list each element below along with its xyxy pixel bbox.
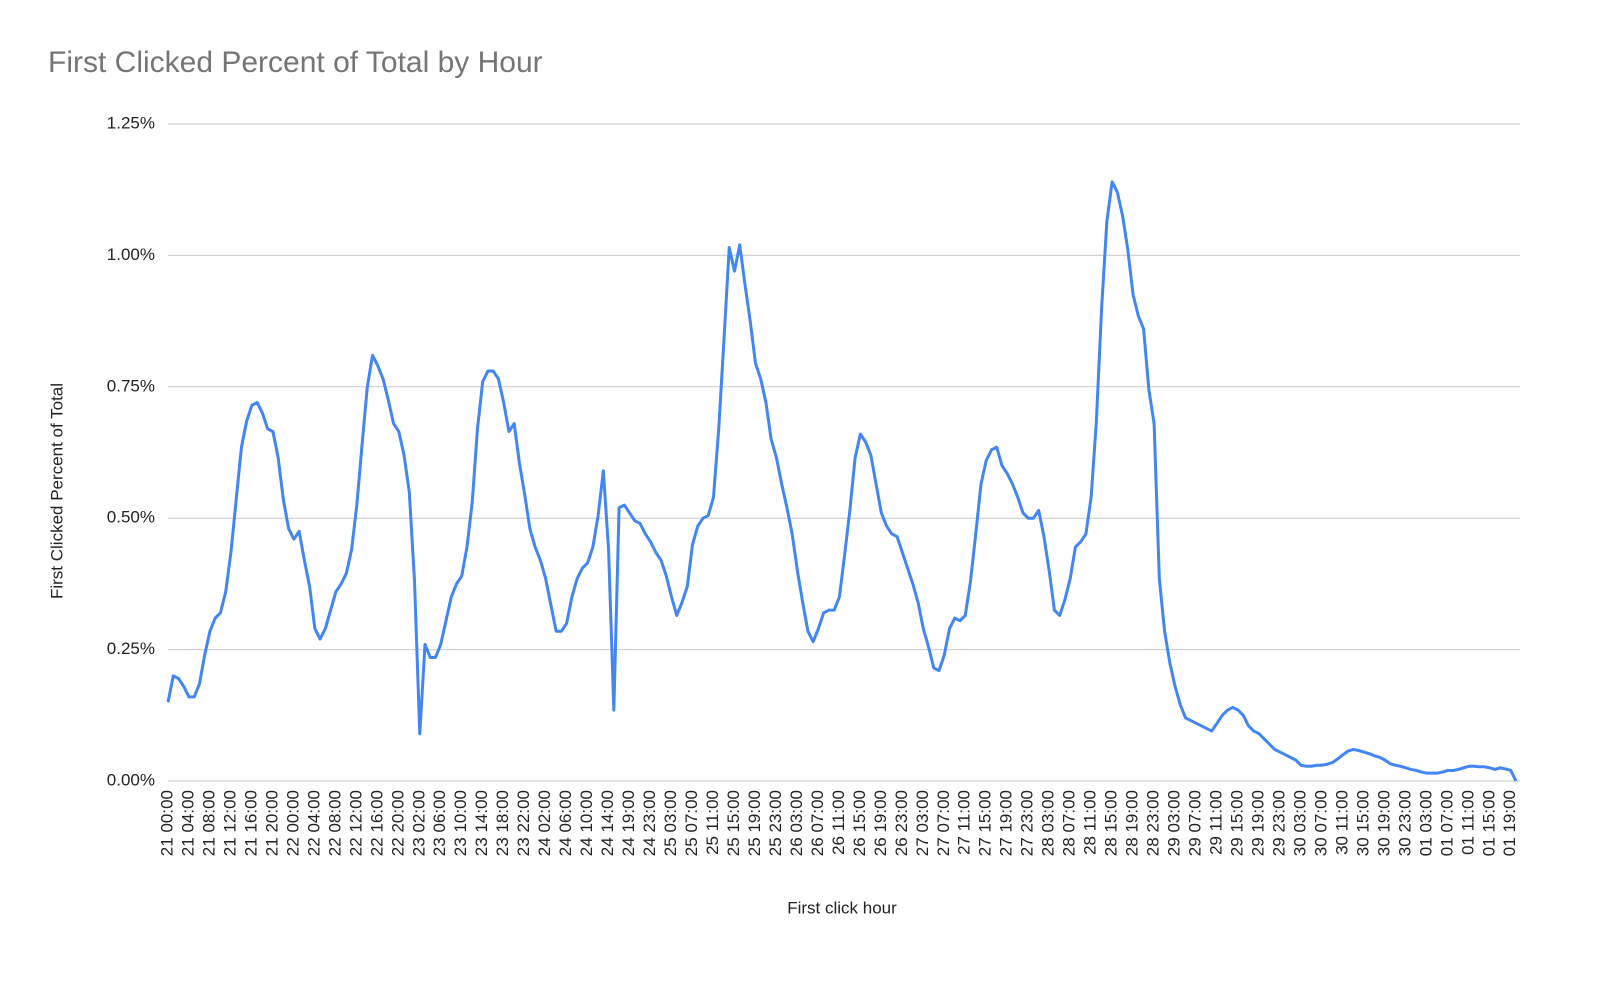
x-tick-label: 22 00:00 [283, 790, 302, 856]
x-tick-label: 21 16:00 [241, 790, 260, 856]
x-tick-label: 28 19:00 [1123, 790, 1142, 856]
x-tick-label: 28 23:00 [1144, 790, 1163, 856]
x-tick-label: 29 23:00 [1269, 790, 1288, 856]
x-tick-label: 30 03:00 [1290, 790, 1309, 856]
x-tick-label: 30 15:00 [1353, 790, 1372, 856]
x-tick-label: 30 07:00 [1311, 790, 1330, 856]
x-tick-label: 25 03:00 [661, 790, 680, 856]
x-tick-label: 26 07:00 [808, 790, 827, 856]
x-tick-label: 24 02:00 [535, 790, 554, 856]
x-tick-label: 30 11:00 [1332, 790, 1351, 855]
x-tick-label: 28 07:00 [1060, 790, 1079, 856]
y-axis-title: First Clicked Percent of Total [47, 383, 66, 599]
x-tick-label: 24 10:00 [577, 790, 596, 856]
x-tick-label: 23 06:00 [430, 790, 449, 856]
x-tick-label: 28 03:00 [1039, 790, 1058, 856]
x-tick-label: 26 23:00 [892, 790, 911, 856]
x-tick-label: 23 10:00 [451, 790, 470, 856]
x-tick-label: 25 23:00 [766, 790, 785, 856]
x-tick-label: 25 15:00 [724, 790, 743, 856]
y-tick-label: 0.25% [107, 639, 155, 658]
x-tick-label: 27 03:00 [913, 790, 932, 856]
x-tick-label: 27 19:00 [997, 790, 1016, 856]
chart-title: First Clicked Percent of Total by Hour [48, 46, 543, 79]
x-tick-label: 29 03:00 [1165, 790, 1184, 856]
x-tick-label: 22 12:00 [346, 790, 365, 856]
x-tick-label: 30 23:00 [1395, 790, 1414, 856]
x-tick-label: 01 19:00 [1500, 790, 1519, 856]
y-tick-label: 0.00% [107, 770, 155, 789]
x-tick-label: 21 00:00 [157, 790, 176, 856]
x-tick-label: 27 11:00 [955, 790, 974, 855]
x-tick-label: 29 15:00 [1227, 790, 1246, 856]
x-tick-label: 28 11:00 [1081, 790, 1100, 855]
y-tick-label: 0.50% [107, 508, 155, 527]
x-tick-label: 21 04:00 [178, 790, 197, 856]
x-tick-label: 27 07:00 [934, 790, 953, 856]
x-tick-label: 30 19:00 [1374, 790, 1393, 856]
x-tick-label: 26 15:00 [850, 790, 869, 856]
x-tick-label: 29 07:00 [1186, 790, 1205, 856]
x-tick-label: 22 08:00 [325, 790, 344, 856]
x-tick-label: 23 14:00 [472, 790, 491, 856]
x-tick-label: 21 08:00 [199, 790, 218, 856]
x-tick-label: 24 23:00 [640, 790, 659, 856]
x-tick-label: 27 23:00 [1018, 790, 1037, 856]
x-tick-label: 22 16:00 [367, 790, 386, 856]
x-tick-label: 26 11:00 [829, 790, 848, 855]
x-tick-label: 23 22:00 [514, 790, 533, 856]
x-tick-label: 23 18:00 [493, 790, 512, 856]
x-tick-label: 21 20:00 [262, 790, 281, 856]
x-tick-label: 29 11:00 [1207, 790, 1226, 855]
x-tick-label: 01 11:00 [1458, 790, 1477, 855]
x-tick-label: 01 07:00 [1437, 790, 1456, 856]
y-tick-label: 1.00% [107, 245, 155, 264]
x-tick-label: 26 03:00 [787, 790, 806, 856]
x-tick-label: 27 15:00 [976, 790, 995, 856]
x-tick-label: 28 15:00 [1102, 790, 1121, 856]
x-tick-label: 26 19:00 [871, 790, 890, 856]
x-tick-label: 22 04:00 [304, 790, 323, 856]
x-axis-title: First click hour [787, 898, 897, 917]
x-tick-label: 22 20:00 [388, 790, 407, 856]
y-tick-label: 1.25% [107, 113, 155, 132]
y-tick-label: 0.75% [107, 376, 155, 395]
x-tick-label: 25 07:00 [682, 790, 701, 856]
x-tick-label: 24 06:00 [556, 790, 575, 856]
x-tick-label: 29 19:00 [1248, 790, 1267, 856]
data-line [166, 180, 1518, 782]
x-tick-label: 23 02:00 [409, 790, 428, 856]
x-tick-label: 25 11:00 [703, 790, 722, 855]
x-tick-label: 21 12:00 [220, 790, 239, 856]
x-tick-label: 24 19:00 [619, 790, 638, 856]
x-tick-label: 01 15:00 [1479, 790, 1498, 856]
x-tick-label: 25 19:00 [745, 790, 764, 856]
x-tick-label: 01 03:00 [1416, 790, 1435, 856]
x-tick-label: 24 14:00 [598, 790, 617, 856]
